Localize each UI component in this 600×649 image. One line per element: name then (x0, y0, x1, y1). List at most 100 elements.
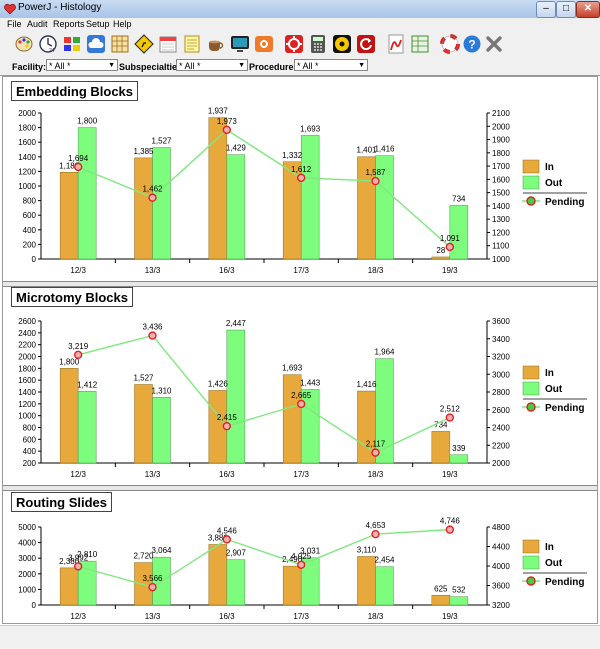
bar-in-label: 1,693 (282, 364, 303, 373)
bar-in-label: 2,380 (59, 557, 80, 566)
y-tick-label-right: 2200 (492, 441, 510, 450)
camera-icon[interactable] (254, 34, 274, 54)
y-tick-label-right: 4000 (492, 562, 510, 571)
pending-label: 1,587 (365, 168, 386, 177)
bar-out-label: 1,416 (374, 145, 395, 154)
pending-point (222, 125, 232, 135)
y-tick-label-right: 1600 (492, 175, 510, 184)
bar-out (449, 596, 469, 606)
lifebuoy-icon[interactable] (440, 34, 460, 54)
bar-out (226, 154, 246, 260)
menu-file[interactable]: File (7, 19, 22, 29)
exit-icon[interactable] (484, 34, 504, 54)
warning-sign-icon[interactable] (134, 34, 154, 54)
splitter-2[interactable] (3, 485, 597, 491)
calendar-icon[interactable] (158, 34, 178, 54)
refresh-red-icon[interactable] (356, 34, 376, 54)
y-tick-label-left: 0 (32, 601, 37, 610)
clock-icon[interactable]: 24 (38, 34, 58, 54)
palette-icon[interactable] (14, 34, 34, 54)
legend-in-swatch (522, 159, 540, 174)
pending-line (77, 334, 451, 454)
bar-out (77, 391, 97, 464)
gear-red-icon[interactable] (284, 34, 304, 54)
menu-reports[interactable]: Reports (53, 19, 85, 29)
procedures-value: * All * (297, 61, 319, 71)
coffee-icon[interactable] (206, 34, 226, 54)
y-tick-label-left: 2000 (18, 353, 36, 362)
chevron-down-icon: ▼ (358, 62, 365, 69)
y-tick-label-left: 1000 (18, 585, 36, 594)
y-tick-label-right: 3200 (492, 601, 510, 610)
notes-icon[interactable] (182, 34, 202, 54)
bar-in-label: 28 (436, 246, 445, 255)
microtomy-blocks-chart: 200 400 600 800 1000 1200 1400 1600 1800 2000 2200… (18, 317, 587, 479)
x-tick-label: 13/3 (145, 266, 161, 275)
x-tick-label: 17/3 (293, 612, 309, 621)
close-button[interactable]: ✕ (576, 1, 600, 18)
procedures-label: Procedures: (249, 62, 302, 72)
menu-audit[interactable]: Audit (27, 19, 48, 29)
y-tick-label-left: 400 (23, 226, 37, 235)
bar-out-label: 734 (452, 194, 466, 203)
procedures-select[interactable]: * All * ▼ (294, 59, 368, 71)
bar-in (431, 595, 451, 606)
monitor-icon[interactable] (230, 34, 250, 54)
bar-out-label: 532 (452, 586, 466, 595)
x-tick-label: 18/3 (368, 612, 384, 621)
menu-setup[interactable]: Setup (86, 19, 110, 29)
bar-out-label: 1,310 (151, 386, 172, 395)
bar-out (300, 557, 320, 606)
pending-label: 3,992 (68, 553, 89, 562)
facility-select[interactable]: * All * ▼ (46, 59, 118, 71)
menu-help[interactable]: Help (113, 19, 132, 29)
bar-in (59, 172, 79, 260)
subspecialties-select[interactable]: * All * ▼ (176, 59, 248, 71)
pending-point (222, 421, 232, 431)
pending-point (148, 193, 157, 202)
bar-out (226, 559, 246, 606)
pending-label: 4,025 (291, 552, 312, 561)
bar-in (282, 565, 302, 606)
pending-point (73, 350, 83, 360)
facility-value: * All * (49, 61, 71, 71)
x-tick-label: 13/3 (145, 470, 161, 479)
y-tick-label-right: 3600 (492, 582, 510, 591)
bar-out-label: 1,964 (374, 348, 395, 357)
cloud-icon[interactable] (86, 34, 106, 54)
y-tick-label-left: 1000 (18, 412, 36, 421)
windows-icon[interactable] (62, 34, 82, 54)
bar-out-label: 1,527 (151, 137, 172, 146)
y-tick-label-left: 1200 (18, 167, 36, 176)
pending-point (73, 162, 83, 172)
x-tick-label: 18/3 (368, 470, 384, 479)
subspecialties-label: Subspecialties: (119, 62, 186, 72)
y-tick-label-right: 4400 (492, 543, 510, 552)
bar-out (152, 147, 171, 260)
spreadsheet-icon[interactable] (410, 34, 430, 54)
window-title: PowerJ - Histology (18, 2, 102, 13)
grid-chart-icon[interactable] (110, 34, 130, 54)
pending-label: 3,566 (142, 574, 163, 583)
splitter-1[interactable] (3, 281, 597, 287)
y-tick-label-right: 2800 (492, 388, 510, 397)
pending-point (296, 399, 306, 409)
filter-bar: Facility: * All * ▼ Subspecialties: * Al… (0, 58, 600, 76)
pdf-icon[interactable] (386, 34, 406, 54)
bar-out-label: 1,429 (226, 144, 247, 153)
maximize-button[interactable]: □ (556, 1, 576, 18)
bar-out (152, 397, 171, 464)
calculator-icon[interactable] (308, 34, 328, 54)
help-icon[interactable]: ? (462, 34, 482, 54)
pending-point (371, 529, 380, 539)
x-tick-label: 16/3 (219, 612, 235, 621)
bar-out (375, 155, 394, 260)
y-tick-label-right: 1900 (492, 136, 510, 145)
bar-in-label: 1,188 (59, 161, 80, 170)
bar-in-label: 1,401 (356, 146, 377, 155)
y-tick-label-left: 3000 (18, 554, 36, 563)
minimize-button[interactable]: – (536, 1, 556, 18)
cd-icon[interactable] (332, 34, 352, 54)
facility-label: Facility: (12, 62, 47, 72)
y-tick-label-right: 3400 (492, 335, 510, 344)
